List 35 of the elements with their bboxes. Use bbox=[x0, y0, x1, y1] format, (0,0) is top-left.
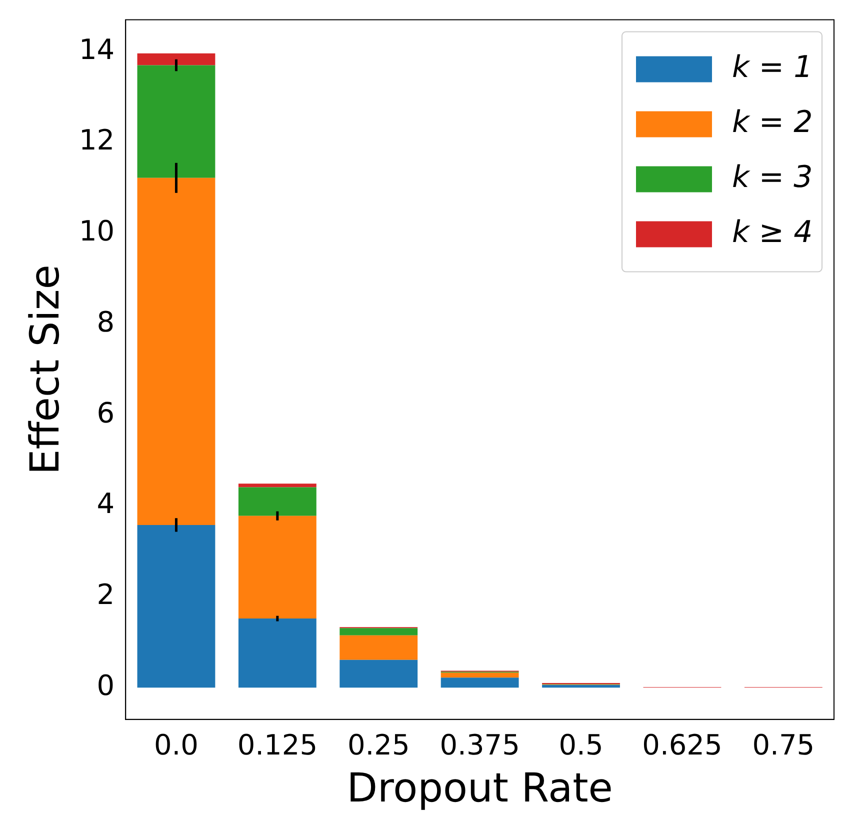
bar bbox=[137, 53, 216, 66]
y-tick-label: 14 bbox=[78, 32, 115, 66]
y-tick-label: 4 bbox=[96, 487, 115, 520]
y-axis-title: Effect Size bbox=[22, 264, 68, 475]
legend-label: k ≥ 4 bbox=[732, 215, 813, 250]
x-tick-label: 0.75 bbox=[752, 728, 815, 762]
bar bbox=[238, 484, 316, 488]
x-tick-label: 0.0 bbox=[154, 728, 198, 762]
bar bbox=[440, 678, 519, 688]
x-axis-title: Dropout Rate bbox=[346, 765, 613, 812]
bar bbox=[340, 628, 418, 636]
x-tick-label: 0.5 bbox=[558, 728, 604, 762]
bar bbox=[238, 618, 316, 688]
bar bbox=[340, 635, 418, 660]
y-tick-label: 6 bbox=[96, 396, 115, 430]
bar bbox=[238, 516, 316, 619]
legend-label: k = 3 bbox=[732, 160, 813, 196]
legend-label: k = 2 bbox=[732, 105, 813, 140]
x-tick-label: 0.375 bbox=[440, 728, 520, 762]
y-tick-label: 2 bbox=[96, 578, 115, 612]
bar bbox=[542, 684, 620, 688]
y-tick-label: 8 bbox=[96, 305, 115, 338]
bar bbox=[137, 178, 216, 525]
bar bbox=[137, 65, 216, 178]
y-tick-label: 0 bbox=[96, 668, 115, 702]
bar bbox=[238, 487, 316, 516]
x-tick-label: 0.125 bbox=[237, 728, 318, 762]
y-tick-label: 10 bbox=[78, 214, 115, 248]
x-tick-label: 0.25 bbox=[347, 728, 410, 762]
y-tick-label: 12 bbox=[78, 124, 115, 157]
legend-label: k = 1 bbox=[732, 50, 813, 86]
x-tick-label: 0.625 bbox=[642, 728, 722, 762]
bar bbox=[137, 524, 216, 688]
bar bbox=[340, 660, 418, 688]
bar bbox=[440, 672, 519, 678]
